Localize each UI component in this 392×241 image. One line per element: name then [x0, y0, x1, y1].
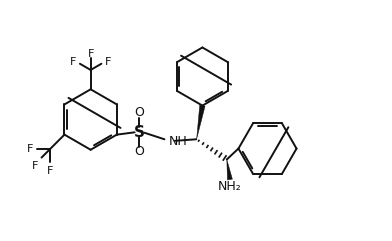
Text: F: F — [70, 57, 76, 67]
Text: F: F — [105, 57, 111, 67]
Text: F: F — [27, 144, 33, 154]
Polygon shape — [227, 160, 232, 180]
Text: O: O — [134, 107, 144, 120]
Text: F: F — [47, 166, 53, 176]
Text: F: F — [32, 161, 38, 171]
Polygon shape — [197, 105, 205, 139]
Text: NH₂: NH₂ — [218, 180, 242, 193]
Text: F: F — [87, 49, 94, 59]
Text: O: O — [134, 145, 144, 158]
Text: NH: NH — [169, 135, 187, 148]
Text: S: S — [134, 125, 145, 140]
